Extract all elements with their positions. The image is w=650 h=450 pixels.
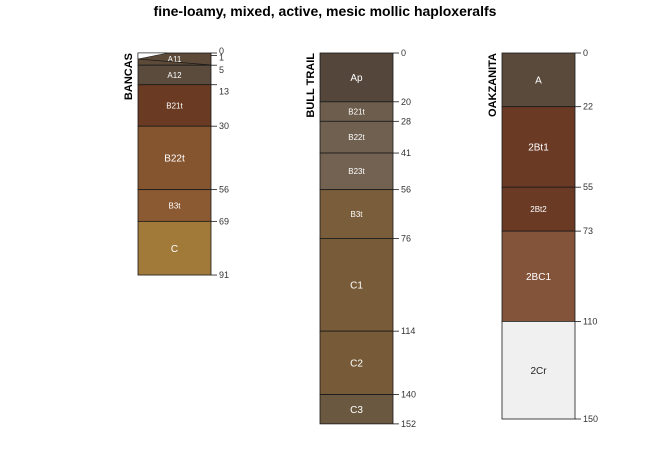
horizon-label: A12	[167, 71, 182, 80]
depth-label: 73	[583, 226, 593, 236]
profile-oakzanita: A 2Bt1 2Bt2 2BC1 2Cr 0 22 55 73 110 150 OAKZANITA	[487, 48, 598, 424]
depth-label: 28	[401, 116, 411, 126]
horizon-label: B3t	[350, 210, 363, 219]
horizon-label: A11	[168, 55, 182, 64]
depth-label: 1	[219, 52, 224, 62]
horizon-c	[137, 220, 212, 276]
depth-label: 5	[219, 65, 224, 75]
depth-label: 114	[401, 326, 415, 336]
horizon-label: B21t	[166, 101, 183, 110]
depth-label: 20	[401, 97, 411, 107]
depth-label: 152	[401, 419, 416, 429]
horizon-label: B3t	[168, 201, 181, 210]
horizon-label: C1	[350, 280, 363, 291]
depth-label: 30	[219, 121, 229, 131]
horizon-boundary-wedge	[137, 52, 169, 60]
depth-label: 56	[401, 185, 411, 195]
horizon-2bt1	[501, 106, 576, 188]
depth-label: 91	[219, 270, 229, 280]
depth-label: 76	[401, 233, 411, 243]
horizon-b22t	[137, 125, 212, 191]
depth-label: 0	[583, 48, 588, 58]
horizon-ap	[319, 52, 394, 103]
depth-label: 56	[219, 185, 229, 195]
profile-name: BANCAS	[123, 53, 135, 100]
depth-label: 150	[583, 414, 598, 424]
horizon-b21t	[137, 84, 212, 127]
depth-label: 55	[583, 182, 593, 192]
horizon-2cr	[501, 320, 576, 420]
horizon-c3	[319, 394, 394, 425]
horizon-2bt2	[501, 186, 576, 232]
depth-label: 110	[583, 316, 597, 326]
depth-label: 41	[401, 148, 411, 158]
depth-label: 140	[401, 390, 416, 400]
profile-name: OAKZANITA	[487, 53, 499, 117]
chart-title: fine-loamy, mixed, active, mesic mollic …	[154, 3, 497, 19]
horizon-label: B22t	[164, 154, 185, 165]
horizon-label: 2Bt2	[530, 205, 547, 214]
horizon-b3t	[137, 189, 212, 222]
depth-label: 0	[219, 46, 224, 56]
horizon-label: B23t	[348, 167, 365, 176]
horizon-label: C3	[350, 405, 363, 416]
profile-bancas: A11 A12 B21t B22t B3t C 01 5 13 30 56 69 91 BANCAS	[123, 46, 229, 280]
horizon-label: 2Cr	[530, 366, 547, 377]
horizon-boundary-line	[137, 58, 212, 66]
depth-label: 0	[401, 48, 406, 58]
horizon-a	[501, 52, 576, 108]
profile-bull-trail: Ap B21t B22t B23t B3t C1 C2 C3 0 20 28 41 56 76 114 140…	[305, 48, 416, 429]
horizon-label: B21t	[348, 107, 365, 116]
horizon-label: C	[171, 244, 178, 255]
horizon-label: 2Bt1	[528, 143, 549, 154]
profile-name: BULL TRAIL	[305, 53, 317, 118]
horizon-b23t	[319, 152, 394, 191]
horizon-label: A	[535, 75, 542, 86]
horizon-b3t	[319, 189, 394, 239]
depth-label: 13	[219, 87, 229, 97]
horizon-label: C2	[350, 358, 363, 369]
depth-label: 69	[219, 216, 229, 226]
horizon-label: B22t	[348, 133, 365, 142]
horizon-label: 2BC1	[526, 272, 551, 283]
horizon-c1	[319, 238, 394, 332]
horizon-label: Ap	[350, 73, 363, 84]
depth-label: 22	[583, 102, 593, 112]
